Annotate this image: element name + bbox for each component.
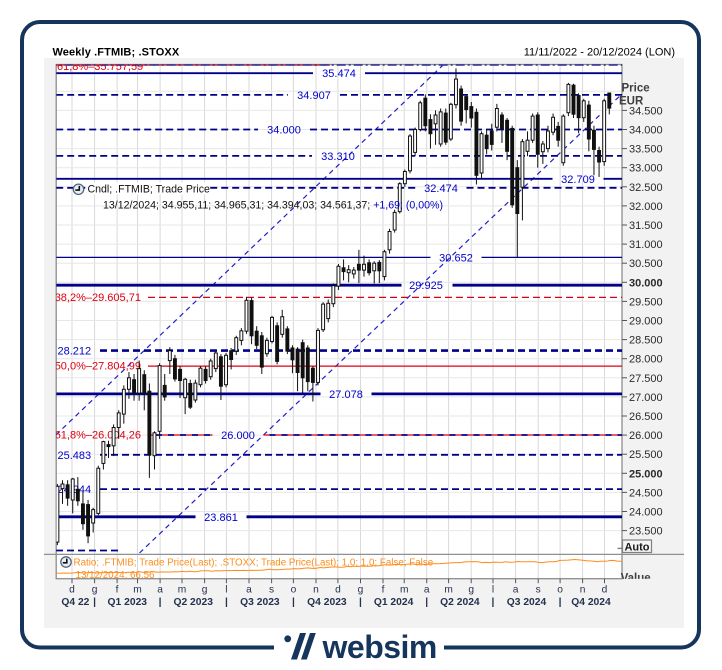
svg-text:a: a: [157, 584, 163, 595]
svg-text:websim: websim: [322, 629, 437, 665]
svg-text:l: l: [225, 584, 227, 595]
svg-text:50,0%–27.804,99: 50,0%–27.804,99: [55, 361, 141, 373]
svg-text:Q1 2024: Q1 2024: [374, 597, 414, 608]
svg-text:Q3 2024: Q3 2024: [507, 597, 547, 608]
svg-text:|: |: [492, 597, 495, 608]
svg-text:Value: Value: [621, 573, 651, 585]
svg-text:38,2%–29.605,71: 38,2%–29.605,71: [55, 292, 141, 304]
svg-text:27.500: 27.500: [629, 373, 663, 385]
svg-text:m: m: [133, 584, 142, 595]
svg-text:|: |: [225, 597, 228, 608]
svg-text:l: l: [492, 584, 494, 595]
svg-text:32.000: 32.000: [629, 201, 663, 213]
svg-text:33.310: 33.310: [321, 151, 355, 163]
svg-text:d: d: [602, 584, 608, 595]
svg-text:f: f: [382, 584, 385, 595]
svg-text:g: g: [202, 584, 208, 595]
svg-text:n: n: [580, 584, 586, 595]
svg-text:26.000: 26.000: [629, 430, 663, 442]
svg-text:o: o: [291, 584, 297, 595]
svg-text:Q4 2023: Q4 2023: [307, 597, 347, 608]
svg-text:26.000: 26.000: [221, 430, 255, 442]
svg-text:g: g: [358, 584, 364, 595]
svg-text:34.000: 34.000: [629, 125, 663, 137]
svg-text:Ratio; .FTMIB; Trade Price(Las: Ratio; .FTMIB; Trade Price(Last); .STOXX…: [74, 558, 434, 569]
svg-text:Q3 2023: Q3 2023: [240, 597, 280, 608]
svg-text:30.000: 30.000: [629, 277, 663, 289]
svg-text:28.500: 28.500: [629, 335, 663, 347]
svg-text:27.000: 27.000: [629, 392, 663, 404]
svg-text:30.500: 30.500: [629, 258, 663, 270]
svg-text:24.000: 24.000: [629, 507, 663, 519]
svg-text:Weekly .FTMIB; .STOXX: Weekly .FTMIB; .STOXX: [53, 46, 180, 58]
svg-text:m: m: [444, 584, 453, 595]
svg-text:61,8%–26.004,26: 61,8%–26.004,26: [55, 429, 141, 441]
svg-text:Price: Price: [622, 83, 650, 95]
svg-text:Cndl; .FTMIB; Trade Price: Cndl; .FTMIB; Trade Price: [88, 183, 211, 195]
svg-text:EUR: EUR: [619, 96, 644, 108]
svg-text:Q4 2024: Q4 2024: [571, 597, 611, 608]
svg-text:Q1 2023: Q1 2023: [108, 597, 148, 608]
svg-text:35.474: 35.474: [322, 68, 356, 80]
svg-text:32.474: 32.474: [424, 183, 458, 195]
svg-text:33.500: 33.500: [629, 144, 663, 156]
svg-text:34.907: 34.907: [297, 90, 331, 102]
svg-text:11/11/2022 - 20/12/2024 (LON): 11/11/2022 - 20/12/2024 (LON): [524, 46, 675, 58]
svg-text:24.500: 24.500: [629, 487, 663, 499]
svg-text:|: |: [425, 597, 428, 608]
svg-text:d: d: [69, 584, 75, 595]
svg-text:g: g: [468, 584, 474, 595]
svg-text:a: a: [246, 584, 252, 595]
svg-text:28.212: 28.212: [58, 346, 92, 358]
svg-text:13/12/2024; 66,56: 13/12/2024; 66,56: [76, 570, 156, 581]
svg-text:26.500: 26.500: [629, 411, 663, 423]
svg-text:29.000: 29.000: [629, 316, 663, 328]
svg-text:23.500: 23.500: [629, 526, 663, 538]
svg-text:13/12/2024; 34.955,11; 34.965,: 13/12/2024; 34.955,11; 34.965,31; 34.394…: [103, 199, 443, 211]
svg-text:|: |: [559, 597, 562, 608]
svg-text:m: m: [400, 584, 409, 595]
svg-text:28.000: 28.000: [629, 354, 663, 366]
svg-text:31.500: 31.500: [629, 220, 663, 232]
svg-text:s: s: [269, 584, 274, 595]
svg-text:a: a: [424, 584, 430, 595]
svg-text:Q2 2024: Q2 2024: [440, 597, 480, 608]
svg-text:29.925: 29.925: [409, 280, 443, 292]
svg-text:33.000: 33.000: [629, 163, 663, 175]
svg-text:|: |: [359, 597, 362, 608]
svg-text:g: g: [92, 584, 98, 595]
svg-text:Q2 2023: Q2 2023: [173, 597, 213, 608]
svg-text:61,8%–35.757,59: 61,8%–35.757,59: [57, 61, 143, 73]
svg-text:32.500: 32.500: [629, 182, 663, 194]
svg-text:m: m: [178, 584, 187, 595]
svg-text:s: s: [536, 584, 541, 595]
svg-text:23.861: 23.861: [204, 512, 238, 524]
svg-text:n: n: [313, 584, 319, 595]
svg-text:a: a: [513, 584, 519, 595]
svg-text:25.500: 25.500: [629, 449, 663, 461]
svg-text:27.078: 27.078: [329, 389, 363, 401]
svg-text:31.000: 31.000: [629, 239, 663, 251]
svg-text:Q4 22: Q4 22: [61, 597, 89, 608]
svg-text:f: f: [116, 584, 119, 595]
svg-text:Auto: Auto: [624, 541, 649, 553]
svg-text:o: o: [557, 584, 563, 595]
svg-text:34.500: 34.500: [629, 105, 663, 117]
svg-text:34.000: 34.000: [267, 125, 301, 137]
svg-text:25.000: 25.000: [629, 468, 663, 480]
svg-text:29.500: 29.500: [629, 296, 663, 308]
svg-text:d: d: [335, 584, 341, 595]
svg-text:|: |: [292, 597, 295, 608]
svg-text:32.709: 32.709: [561, 174, 595, 186]
svg-text:30.652: 30.652: [439, 252, 473, 264]
svg-text:25.483: 25.483: [58, 450, 92, 462]
svg-text:|: |: [93, 597, 96, 608]
svg-text:|: |: [159, 597, 162, 608]
